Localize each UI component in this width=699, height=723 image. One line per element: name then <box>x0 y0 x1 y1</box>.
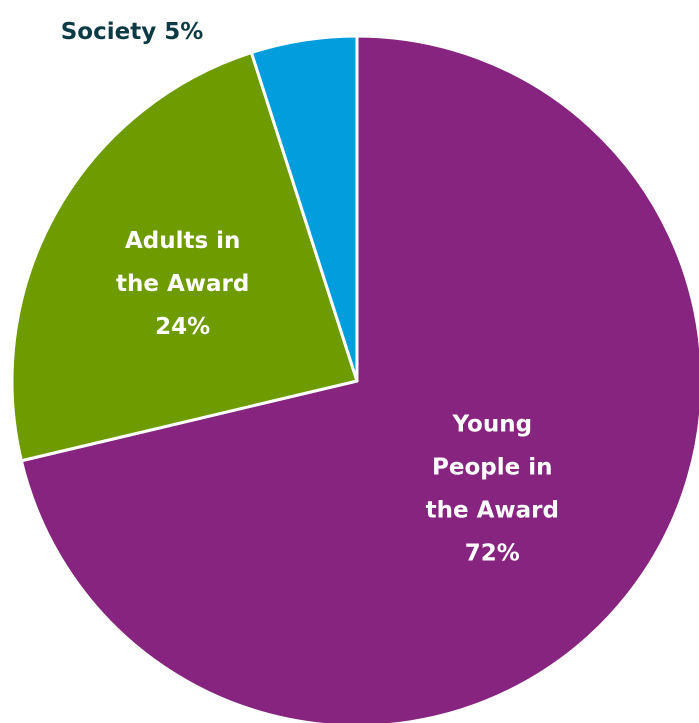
pie-slice-adults-in-the-award <box>10 51 359 463</box>
slice-label-young-people-in-the-award: Young People in the Award 72% <box>426 412 559 567</box>
pie-slices <box>10 34 699 723</box>
pie-slice-society-5 <box>249 34 359 383</box>
slice-label-adults-in-the-award: Adults in the Award 24% <box>116 228 249 340</box>
slice-label-society-5: Society 5% <box>61 19 204 45</box>
slice-label-line: Society 5% <box>61 19 204 45</box>
pie-labels: Young People in the Award 72% Adults in the A… <box>61 19 559 567</box>
slice-label-line: the Award <box>426 498 559 524</box>
slice-label-line: Adults in <box>125 228 240 254</box>
pie-slice-young-people-in-the-award <box>19 34 699 723</box>
slice-label-line: the Award <box>116 271 249 297</box>
slice-label-line: Young <box>452 412 533 438</box>
slice-label-line: People in <box>432 455 552 481</box>
slice-label-line: 72% <box>465 541 520 567</box>
slice-label-line: 24% <box>155 314 210 340</box>
